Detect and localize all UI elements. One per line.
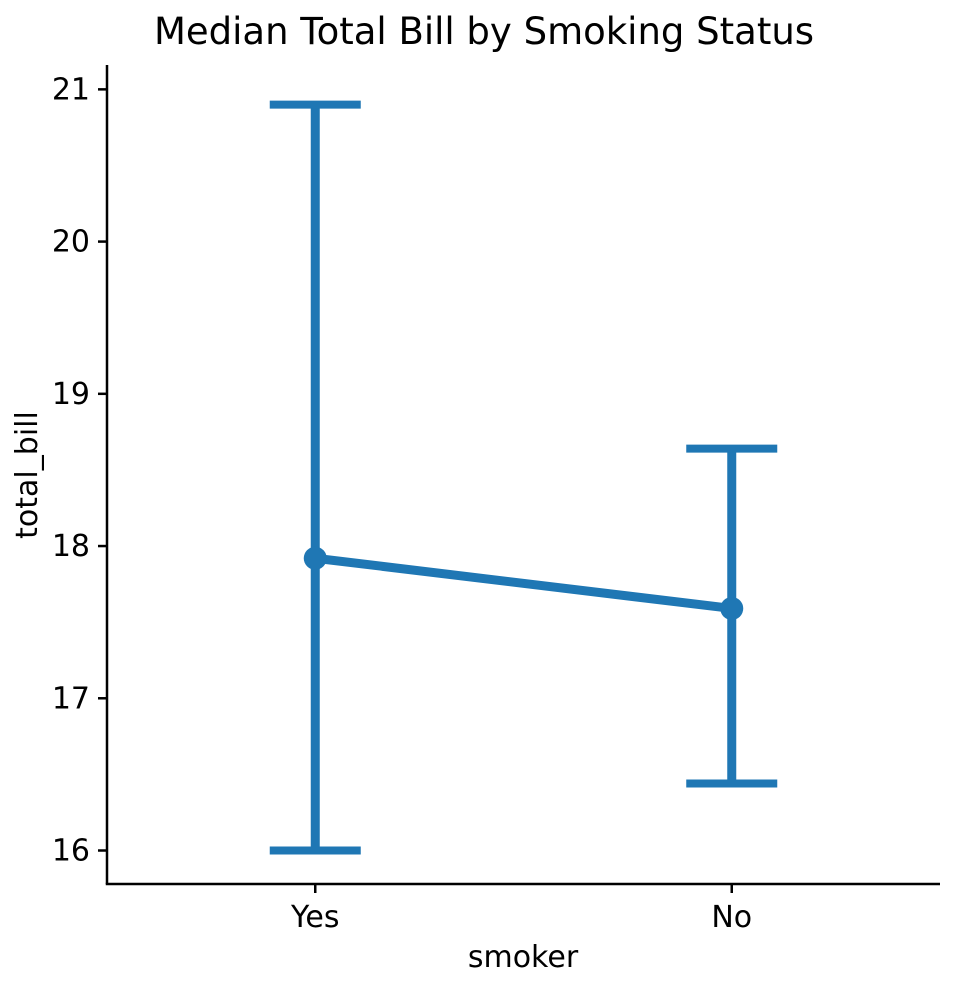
x-tick-label: Yes: [290, 900, 339, 935]
plot-marks: 16 17 18 19 20 21 Yes No: [52, 65, 940, 935]
x-tick-label: No: [711, 900, 752, 935]
y-tick-label: 18: [52, 529, 90, 564]
x-axis-label: smoker: [468, 940, 579, 975]
y-tick-label: 16: [52, 834, 90, 869]
y-tick-label: 21: [52, 72, 90, 107]
y-tick-label: 17: [52, 681, 90, 716]
y-axis-label: total_bill: [10, 411, 45, 539]
y-tick-label: 19: [52, 377, 90, 412]
chart-title: Median Total Bill by Smoking Status: [153, 10, 815, 53]
point-marker: [303, 546, 327, 570]
series-line: [314, 553, 733, 613]
y-tick-label: 20: [52, 225, 90, 260]
point-marker: [720, 596, 744, 620]
